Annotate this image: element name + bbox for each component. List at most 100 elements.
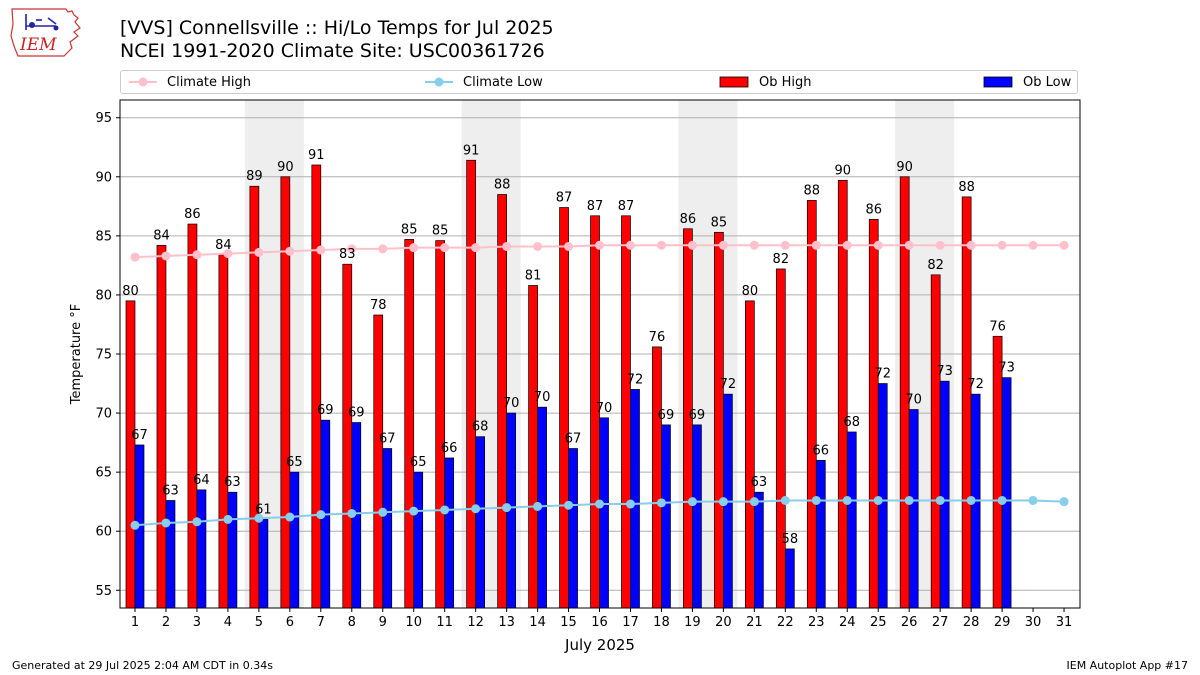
climate-low-point [440, 505, 450, 515]
ob-high-label: 80 [742, 284, 759, 299]
ob-high-label: 82 [927, 258, 944, 273]
climate-high-point [718, 240, 728, 250]
bars [125, 159, 1012, 609]
x-axis-label: July 2025 [564, 636, 635, 654]
ob-high-bar [559, 207, 569, 609]
x-tick-label: 1 [131, 615, 139, 630]
ob-low-label: 69 [658, 408, 675, 423]
x-tick-label: 21 [746, 615, 763, 630]
ob-low-bar [196, 489, 207, 609]
ob-low-label: 63 [224, 475, 241, 490]
climate-high-point [904, 240, 914, 250]
legend-item-ob-low: Ob Low [983, 71, 1071, 93]
climate-high-point [440, 243, 450, 253]
ob-low-bar [227, 491, 238, 609]
ob-low-bar [815, 459, 826, 609]
y-tick-label: 90 [95, 170, 112, 185]
chart-subtitle: NCEI 1991-2020 Climate Site: USC00361726 [120, 40, 545, 62]
x-tick-label: 2 [162, 615, 170, 630]
legend-label-climate-low: Climate Low [463, 74, 543, 90]
x-tick-label: 11 [436, 615, 453, 630]
ob-high-bar [868, 218, 879, 609]
ob-high-label: 78 [370, 298, 387, 313]
ob-high-bar [280, 176, 291, 609]
climate-low-point [564, 500, 574, 510]
ob-low-bar [692, 424, 702, 609]
ob-low-bar [661, 424, 671, 609]
climate-high-point [1028, 240, 1038, 250]
climate-low-point [595, 499, 605, 509]
app-id: IEM Autoplot App #17 [1066, 659, 1189, 672]
y-axis-label: Temperature °F [69, 304, 84, 405]
climate-low-point [780, 495, 790, 505]
ob-high-bar [187, 223, 198, 609]
climate-low-point [656, 498, 666, 508]
ob-high-bar [992, 335, 1003, 609]
chart-legend: Climate High Climate Low Ob High Ob Low [120, 70, 1078, 94]
climate-low-point [533, 501, 543, 511]
x-tick-label: 14 [529, 615, 546, 630]
climate-high-point [997, 240, 1007, 250]
ob-low-bar [877, 383, 888, 609]
ob-high-label: 87 [618, 199, 635, 214]
climate-low-point [1028, 495, 1038, 505]
climate-high-point [130, 252, 140, 262]
climate-low-point [502, 503, 512, 513]
x-tick-label: 18 [653, 615, 670, 630]
climate-low-point [625, 499, 635, 509]
x-tick-label: 28 [963, 615, 980, 630]
ob-high-label: 86 [184, 207, 201, 222]
climate-low-point [223, 514, 233, 524]
y-tick-label: 60 [95, 525, 112, 540]
legend-item-climate-low: Climate Low [425, 71, 543, 93]
climate-low-point [687, 497, 697, 507]
legend-swatch-ob-low [983, 76, 1013, 88]
ob-high-bar [528, 285, 538, 609]
x-tick-label: 23 [808, 615, 825, 630]
climate-low-point [904, 495, 914, 505]
ob-high-bar [466, 159, 476, 609]
ob-low-label: 73 [998, 361, 1015, 376]
ob-high-label: 85 [711, 215, 728, 230]
x-tick-label: 16 [591, 615, 608, 630]
climate-low-point [718, 497, 728, 507]
ob-high-label: 90 [834, 163, 851, 178]
climate-low-point [873, 495, 883, 505]
x-tick-label: 24 [839, 615, 856, 630]
climate-high-point [811, 240, 821, 250]
ob-low-bar [568, 448, 578, 609]
x-tick-label: 12 [467, 615, 484, 630]
x-tick-label: 26 [901, 615, 918, 630]
ob-high-label: 88 [494, 178, 511, 193]
climate-high-point [625, 240, 635, 250]
climate-high-point [316, 245, 326, 255]
climate-low-point [161, 518, 171, 528]
climate-high-point [656, 240, 666, 250]
ob-high-label: 90 [277, 160, 294, 175]
ob-high-bar [311, 164, 322, 609]
y-tick-label: 55 [95, 584, 112, 599]
ob-high-label: 91 [308, 148, 325, 163]
climate-high-point [564, 241, 574, 251]
ob-low-label: 70 [503, 396, 520, 411]
ob-high-label: 89 [246, 169, 263, 184]
ob-high-label: 76 [649, 330, 666, 345]
ob-high-bar [961, 196, 972, 609]
y-tick-label: 85 [95, 229, 112, 244]
ob-low-label: 58 [782, 532, 799, 547]
x-tick-label: 15 [560, 615, 577, 630]
logo-text: IEM [19, 35, 57, 55]
climate-low-point [842, 495, 852, 505]
legend-swatch-climate-high [129, 77, 157, 87]
x-tick-label: 4 [224, 615, 232, 630]
ob-high-bar [806, 200, 817, 609]
bar-value-labels: 80 84 86 84 89 90 91 83 78 85 85 91 88 81 87 87 87 76 86 85… [122, 143, 1015, 547]
x-tick-label: 29 [994, 615, 1011, 630]
climate-low-point [997, 495, 1007, 505]
ob-low-label: 72 [720, 377, 737, 392]
climate-low-point [254, 513, 264, 523]
ob-high-bar [930, 274, 941, 609]
ob-high-bar [775, 268, 786, 609]
climate-low-point [409, 506, 419, 516]
generated-timestamp: Generated at 29 Jul 2025 2:04 AM CDT in … [12, 659, 273, 672]
